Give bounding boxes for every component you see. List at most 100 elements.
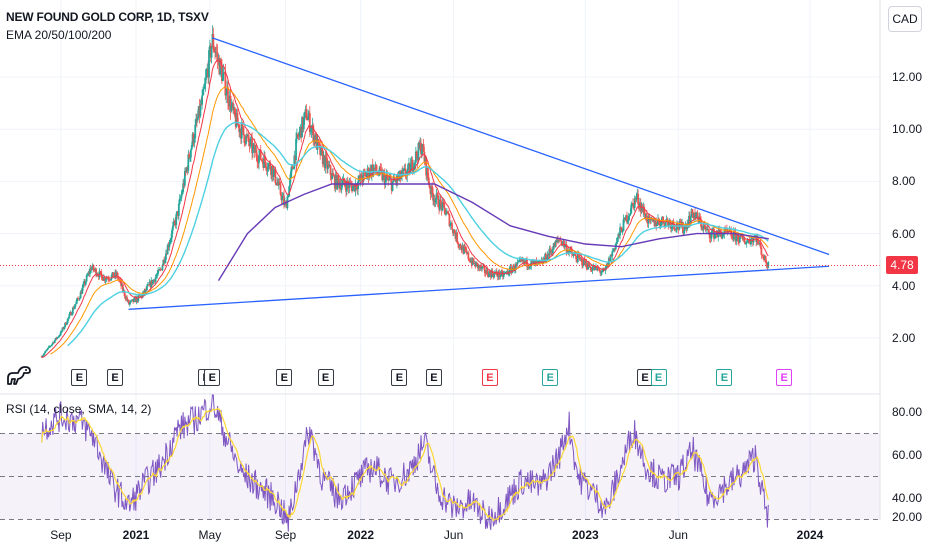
earnings-marker[interactable]: E bbox=[542, 369, 559, 386]
earnings-marker[interactable]: E bbox=[71, 369, 88, 386]
ema-lines bbox=[41, 59, 769, 358]
candle-body bbox=[666, 219, 669, 221]
candle-body bbox=[59, 335, 61, 336]
candle-body bbox=[535, 260, 538, 263]
candle-body bbox=[320, 146, 323, 151]
candle-body bbox=[82, 284, 85, 288]
rsi-legend[interactable]: RSI (14, close, SMA, 14, 2) bbox=[6, 402, 152, 416]
candle-body bbox=[45, 350, 48, 352]
candle-body bbox=[621, 231, 624, 233]
candle-body bbox=[744, 242, 746, 245]
candle-body bbox=[372, 167, 375, 175]
candle-body bbox=[120, 280, 123, 287]
candle-body bbox=[158, 269, 160, 271]
currency-button[interactable]: CAD bbox=[888, 6, 922, 32]
candle-body bbox=[631, 203, 634, 205]
candle-body bbox=[316, 139, 319, 150]
candle-body bbox=[475, 262, 478, 267]
earnings-marker[interactable]: E bbox=[776, 369, 793, 386]
candle-body bbox=[401, 170, 403, 177]
rsi-tick-label: 60.00 bbox=[892, 448, 923, 462]
candle-body bbox=[138, 295, 141, 297]
candle-body bbox=[495, 271, 498, 276]
candle-body bbox=[213, 48, 216, 52]
candle-body bbox=[630, 204, 633, 214]
candle-body bbox=[64, 322, 66, 327]
earnings-marker[interactable]: E bbox=[204, 369, 221, 386]
candle-body bbox=[427, 177, 430, 185]
candle-body bbox=[420, 150, 423, 155]
candle-body bbox=[570, 250, 573, 255]
candle-body bbox=[75, 301, 78, 305]
earnings-marker[interactable]: E bbox=[391, 369, 408, 386]
candle-body bbox=[109, 279, 112, 281]
candle-body bbox=[133, 298, 135, 302]
earnings-marker[interactable]: E bbox=[276, 369, 293, 386]
candle-body bbox=[50, 345, 53, 347]
candle-body bbox=[574, 254, 577, 256]
time-tick-label: Sep bbox=[50, 528, 72, 542]
candle-body bbox=[627, 215, 630, 221]
candle-body bbox=[560, 240, 563, 245]
candle-body bbox=[448, 214, 451, 227]
candle-body bbox=[278, 182, 281, 185]
candle-body bbox=[516, 262, 519, 265]
time-tick-label: Jun bbox=[668, 528, 688, 542]
candle-body bbox=[56, 337, 59, 339]
earnings-marker[interactable]: E bbox=[425, 369, 442, 386]
price-tick-label: 10.00 bbox=[892, 122, 923, 137]
candle-body bbox=[577, 254, 580, 257]
candle-body bbox=[548, 248, 551, 256]
candle-body bbox=[731, 236, 733, 238]
candle-body bbox=[463, 247, 465, 254]
candle-body bbox=[287, 196, 290, 198]
candle-body bbox=[168, 243, 171, 248]
candle-body bbox=[710, 232, 713, 239]
candle-body bbox=[489, 271, 491, 274]
candle-body bbox=[333, 175, 335, 177]
candle-body bbox=[404, 168, 407, 176]
candle-body bbox=[59, 331, 62, 336]
time-tick-label: Sep bbox=[274, 528, 297, 542]
candle-body bbox=[190, 149, 192, 158]
candle-body bbox=[431, 185, 434, 193]
candle-body bbox=[476, 262, 478, 264]
candle-body bbox=[501, 271, 503, 273]
candle-body bbox=[219, 59, 222, 75]
price-tick-label: 8.00 bbox=[892, 174, 916, 189]
candle-body bbox=[459, 244, 462, 249]
candle-body bbox=[648, 215, 651, 218]
candle-body bbox=[456, 232, 459, 243]
candle-body bbox=[360, 174, 363, 181]
candle-body bbox=[298, 131, 301, 137]
candle-body bbox=[147, 284, 150, 286]
candle-body bbox=[702, 225, 705, 230]
candle-body bbox=[588, 262, 590, 267]
candle-body bbox=[616, 237, 619, 242]
candle-body bbox=[193, 138, 196, 144]
earnings-marker[interactable]: E bbox=[650, 369, 667, 386]
earnings-marker[interactable]: E bbox=[481, 369, 498, 386]
earnings-marker[interactable]: E bbox=[107, 369, 124, 386]
candle-body bbox=[245, 135, 247, 144]
candle-body bbox=[760, 247, 763, 255]
candle-body bbox=[599, 270, 602, 273]
candle-body bbox=[597, 268, 600, 270]
candle-body bbox=[200, 104, 203, 106]
earnings-marker[interactable]: E bbox=[716, 369, 733, 386]
candle-body bbox=[583, 259, 586, 265]
candle-body bbox=[377, 174, 380, 176]
candle-body bbox=[411, 159, 414, 171]
indicator-legend[interactable]: EMA 20/50/100/200 bbox=[6, 28, 112, 42]
candle-body bbox=[79, 291, 82, 299]
candle-body bbox=[660, 220, 663, 226]
candle-body bbox=[183, 171, 186, 186]
earnings-marker[interactable]: E bbox=[317, 369, 334, 386]
dino-logo-icon[interactable] bbox=[6, 364, 32, 391]
candle-body bbox=[279, 184, 282, 195]
candle-body bbox=[307, 117, 310, 120]
candle-body bbox=[620, 227, 622, 229]
candle-body bbox=[696, 212, 699, 218]
candle-body bbox=[743, 238, 746, 243]
